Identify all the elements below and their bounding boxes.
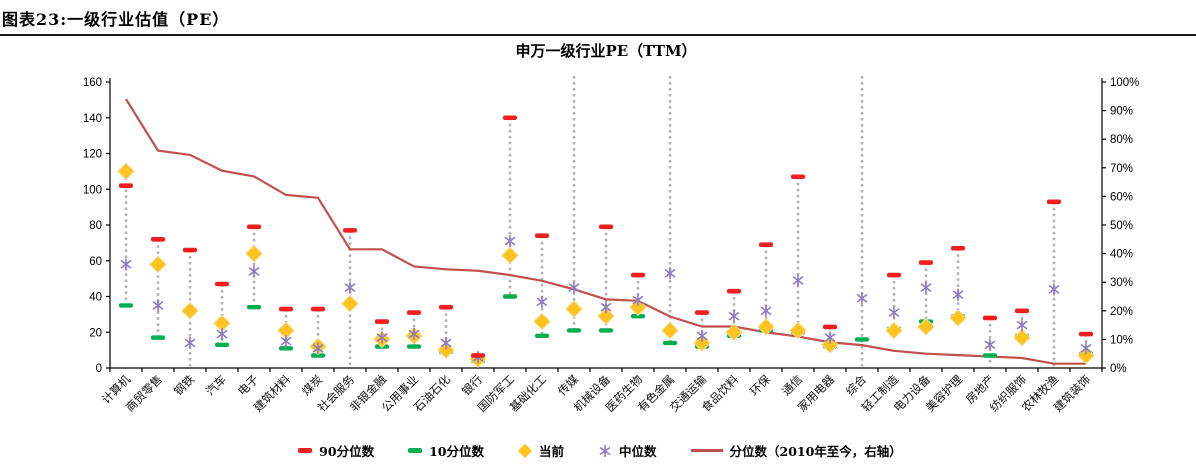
svg-text:60: 60 — [89, 256, 102, 268]
svg-text:汽车: 汽车 — [203, 372, 229, 398]
svg-text:80: 80 — [89, 220, 102, 232]
svg-text:160: 160 — [83, 77, 102, 89]
legend-label-p10: 10分位数 — [429, 444, 484, 459]
svg-text:80%: 80% — [1110, 134, 1133, 146]
svg-text:100%: 100% — [1110, 77, 1139, 89]
svg-text:10%: 10% — [1110, 334, 1133, 346]
svg-text:120: 120 — [83, 149, 102, 161]
legend-item-median: 中位数 — [598, 441, 657, 460]
header-rule — [0, 34, 1196, 36]
figure-title: 图表23:一级行业估值（PE） — [2, 10, 230, 29]
legend-item-p90: 90分位数 — [298, 441, 374, 460]
yellow-diamond-icon — [517, 443, 533, 458]
svg-text:60%: 60% — [1110, 191, 1133, 203]
svg-text:20%: 20% — [1110, 306, 1133, 318]
chart-legend: 90分位数 10分位数 当前 中位数 分位数（2010年至今，右轴） — [80, 441, 1120, 460]
svg-text:70%: 70% — [1110, 163, 1133, 175]
svg-text:电子: 电子 — [235, 372, 261, 398]
legend-label-percentile: 分位数（2010年至今，右轴） — [729, 444, 902, 459]
svg-text:50%: 50% — [1110, 220, 1133, 232]
green-dash-icon — [408, 448, 423, 453]
svg-text:综合: 综合 — [843, 372, 870, 399]
svg-text:通信: 通信 — [779, 372, 805, 398]
svg-text:0: 0 — [96, 363, 102, 375]
svg-text:20: 20 — [89, 327, 102, 339]
svg-text:40: 40 — [89, 292, 102, 304]
figure-header: 图表23:一级行业估值（PE） — [0, 0, 1196, 36]
percentile-line-icon — [690, 449, 723, 452]
legend-item-percentile-line: 分位数（2010年至今，右轴） — [690, 441, 902, 460]
svg-text:钢铁: 钢铁 — [171, 372, 198, 399]
svg-text:0%: 0% — [1110, 363, 1127, 375]
chart-title: 申万一级行业PE（TTM） — [515, 42, 697, 60]
legend-label-median: 中位数 — [619, 444, 657, 459]
svg-text:30%: 30% — [1110, 277, 1133, 289]
legend-item-p10: 10分位数 — [408, 441, 484, 460]
legend-label-current: 当前 — [538, 444, 564, 459]
legend-label-p90: 90分位数 — [319, 444, 375, 459]
svg-text:140: 140 — [83, 113, 102, 125]
red-dash-icon — [298, 448, 313, 453]
svg-text:40%: 40% — [1110, 249, 1133, 261]
svg-text:90%: 90% — [1110, 106, 1133, 118]
legend-item-current: 当前 — [517, 441, 564, 460]
svg-text:传媒: 传媒 — [555, 372, 582, 399]
svg-text:环保: 环保 — [747, 372, 774, 399]
svg-text:煤炭: 煤炭 — [299, 372, 325, 398]
purple-asterisk-icon — [599, 444, 611, 457]
svg-text:100: 100 — [83, 184, 102, 196]
svg-text:银行: 银行 — [459, 372, 485, 398]
